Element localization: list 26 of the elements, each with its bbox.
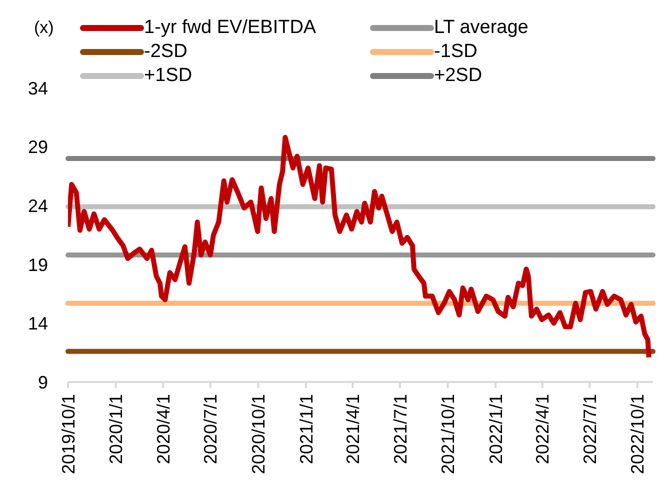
legend-label: -2SD	[144, 41, 188, 63]
x-tick-label: 2022/7/1	[580, 394, 600, 464]
y-tick-label: 14	[28, 314, 48, 334]
x-tick-label: 2021/4/1	[343, 394, 364, 464]
legend-label: 1-yr fwd EV/EBITDA	[144, 17, 316, 39]
x-tick-label: 2020/7/1	[200, 394, 221, 464]
x-tick-label: 2020/4/1	[153, 394, 174, 464]
y-tick-label: 34	[28, 78, 48, 98]
x-tick-label: 2019/10/1	[58, 394, 78, 474]
legend-label: +2SD	[434, 65, 482, 87]
x-tick-label: 2022/1/1	[486, 394, 506, 464]
legend-label: -1SD	[434, 41, 478, 63]
x-tick-label: 2021/1/1	[296, 394, 316, 464]
legend-label: LT average	[434, 17, 528, 39]
y-tick-label: 9	[38, 372, 48, 392]
y-tick-label: 19	[28, 254, 48, 275]
x-tick-label: 2020/10/1	[248, 394, 268, 474]
legend-label: +1SD	[144, 65, 192, 87]
y-tick-label: 29	[28, 137, 48, 158]
x-tick-label: 2022/4/1	[532, 394, 553, 464]
y-axis-title: (x)	[34, 18, 54, 38]
x-tick-label: 2021/10/1	[438, 394, 458, 474]
y-tick-label: 24	[28, 196, 48, 216]
x-tick-label: 2022/10/1	[628, 394, 648, 474]
x-tick-label: 2021/7/1	[390, 394, 410, 464]
x-tick-label: 2020/1/1	[106, 394, 126, 464]
